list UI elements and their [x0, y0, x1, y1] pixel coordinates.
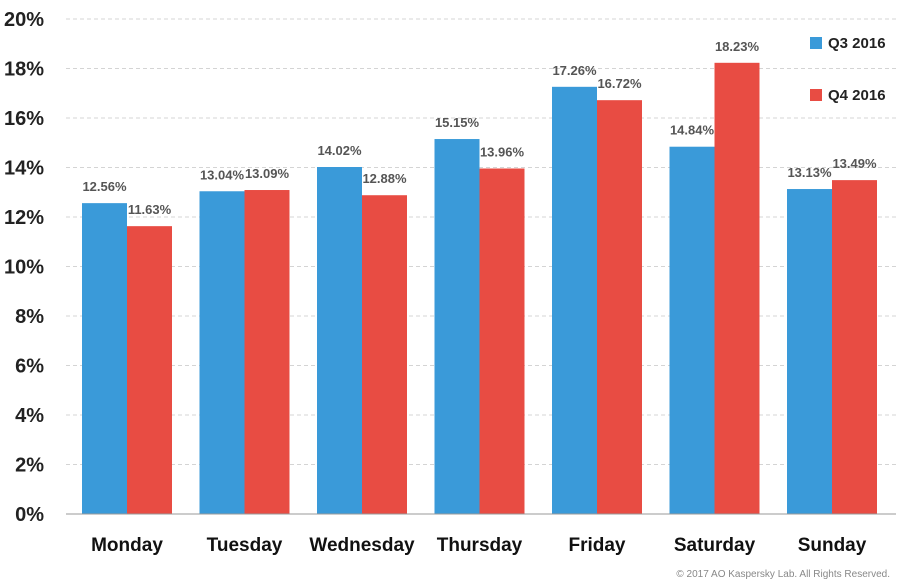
data-labels: 12.56% 13.04% 14.02% 15.15% 17.26% 14.84% 13.1…	[82, 39, 877, 217]
bar-q4-friday	[597, 100, 642, 515]
y-tick-label: 10%	[4, 257, 44, 279]
x-category-label: Tuesday	[207, 535, 283, 556]
bar-q4-tuesday	[244, 190, 290, 514]
data-label: 14.02%	[317, 143, 362, 158]
data-label: 18.23%	[715, 39, 760, 54]
y-tick-label: 2%	[15, 455, 44, 477]
bar-q3-tuesday	[199, 191, 245, 514]
x-category-label: Saturday	[674, 535, 756, 556]
data-label: 12.56%	[82, 179, 127, 194]
data-label: 12.88%	[362, 171, 407, 186]
y-tick-label: 6%	[15, 356, 44, 378]
y-tick-label: 0%	[15, 504, 44, 526]
bar-q3-wednesday	[317, 167, 362, 514]
legend-label: Q3 2016	[828, 35, 886, 52]
bar-q3-thursday	[434, 139, 480, 514]
bar-q4-wednesday	[362, 195, 407, 514]
legend-swatch	[810, 89, 822, 101]
x-category-label: Sunday	[798, 535, 867, 556]
data-label: 15.15%	[435, 115, 480, 130]
y-tick-label: 12%	[4, 207, 44, 229]
bar-q3-monday	[82, 203, 127, 514]
y-tick-label: 4%	[15, 405, 44, 427]
x-axis-categories: Monday Tuesday Wednesday Thursday Friday Satu…	[91, 535, 867, 556]
data-label: 13.13%	[787, 165, 832, 180]
copyright-notice: © 2017 AO Kaspersky Lab. All Rights Rese…	[676, 569, 890, 580]
data-label: 13.96%	[480, 144, 525, 159]
y-tick-label: 14%	[4, 158, 44, 180]
y-tick-label: 16%	[4, 108, 44, 130]
data-label: 14.84%	[670, 123, 715, 138]
y-tick-label: 18%	[4, 59, 44, 81]
x-category-label: Thursday	[437, 535, 523, 556]
x-category-label: Monday	[91, 535, 163, 556]
x-category-label: Wednesday	[309, 535, 415, 556]
bar-q4-thursday	[479, 168, 525, 515]
legend-label: Q4 2016	[828, 87, 886, 104]
data-label: 16.72%	[597, 76, 642, 91]
data-label: 11.63%	[128, 202, 172, 217]
data-label: 13.04%	[200, 167, 245, 182]
x-category-label: Friday	[568, 535, 625, 556]
bar-q3-saturday	[669, 146, 715, 514]
legend-swatch	[810, 37, 822, 49]
bar-q3-friday	[552, 86, 597, 514]
bar-q3-sunday	[787, 189, 832, 514]
data-label: 17.26%	[552, 63, 597, 78]
bars	[82, 62, 877, 515]
bar-q4-sunday	[832, 180, 877, 514]
y-axis-ticks: 0% 2% 4% 6% 8% 10% 12% 14% 16% 18% 20%	[4, 9, 44, 526]
y-tick-label: 20%	[4, 9, 44, 31]
data-label: 13.49%	[832, 156, 877, 171]
bar-q4-monday	[127, 226, 172, 514]
y-tick-label: 8%	[15, 306, 44, 328]
legend: Q3 2016 Q4 2016	[810, 35, 886, 104]
bar-q4-saturday	[714, 62, 760, 515]
data-label: 13.09%	[245, 166, 290, 181]
